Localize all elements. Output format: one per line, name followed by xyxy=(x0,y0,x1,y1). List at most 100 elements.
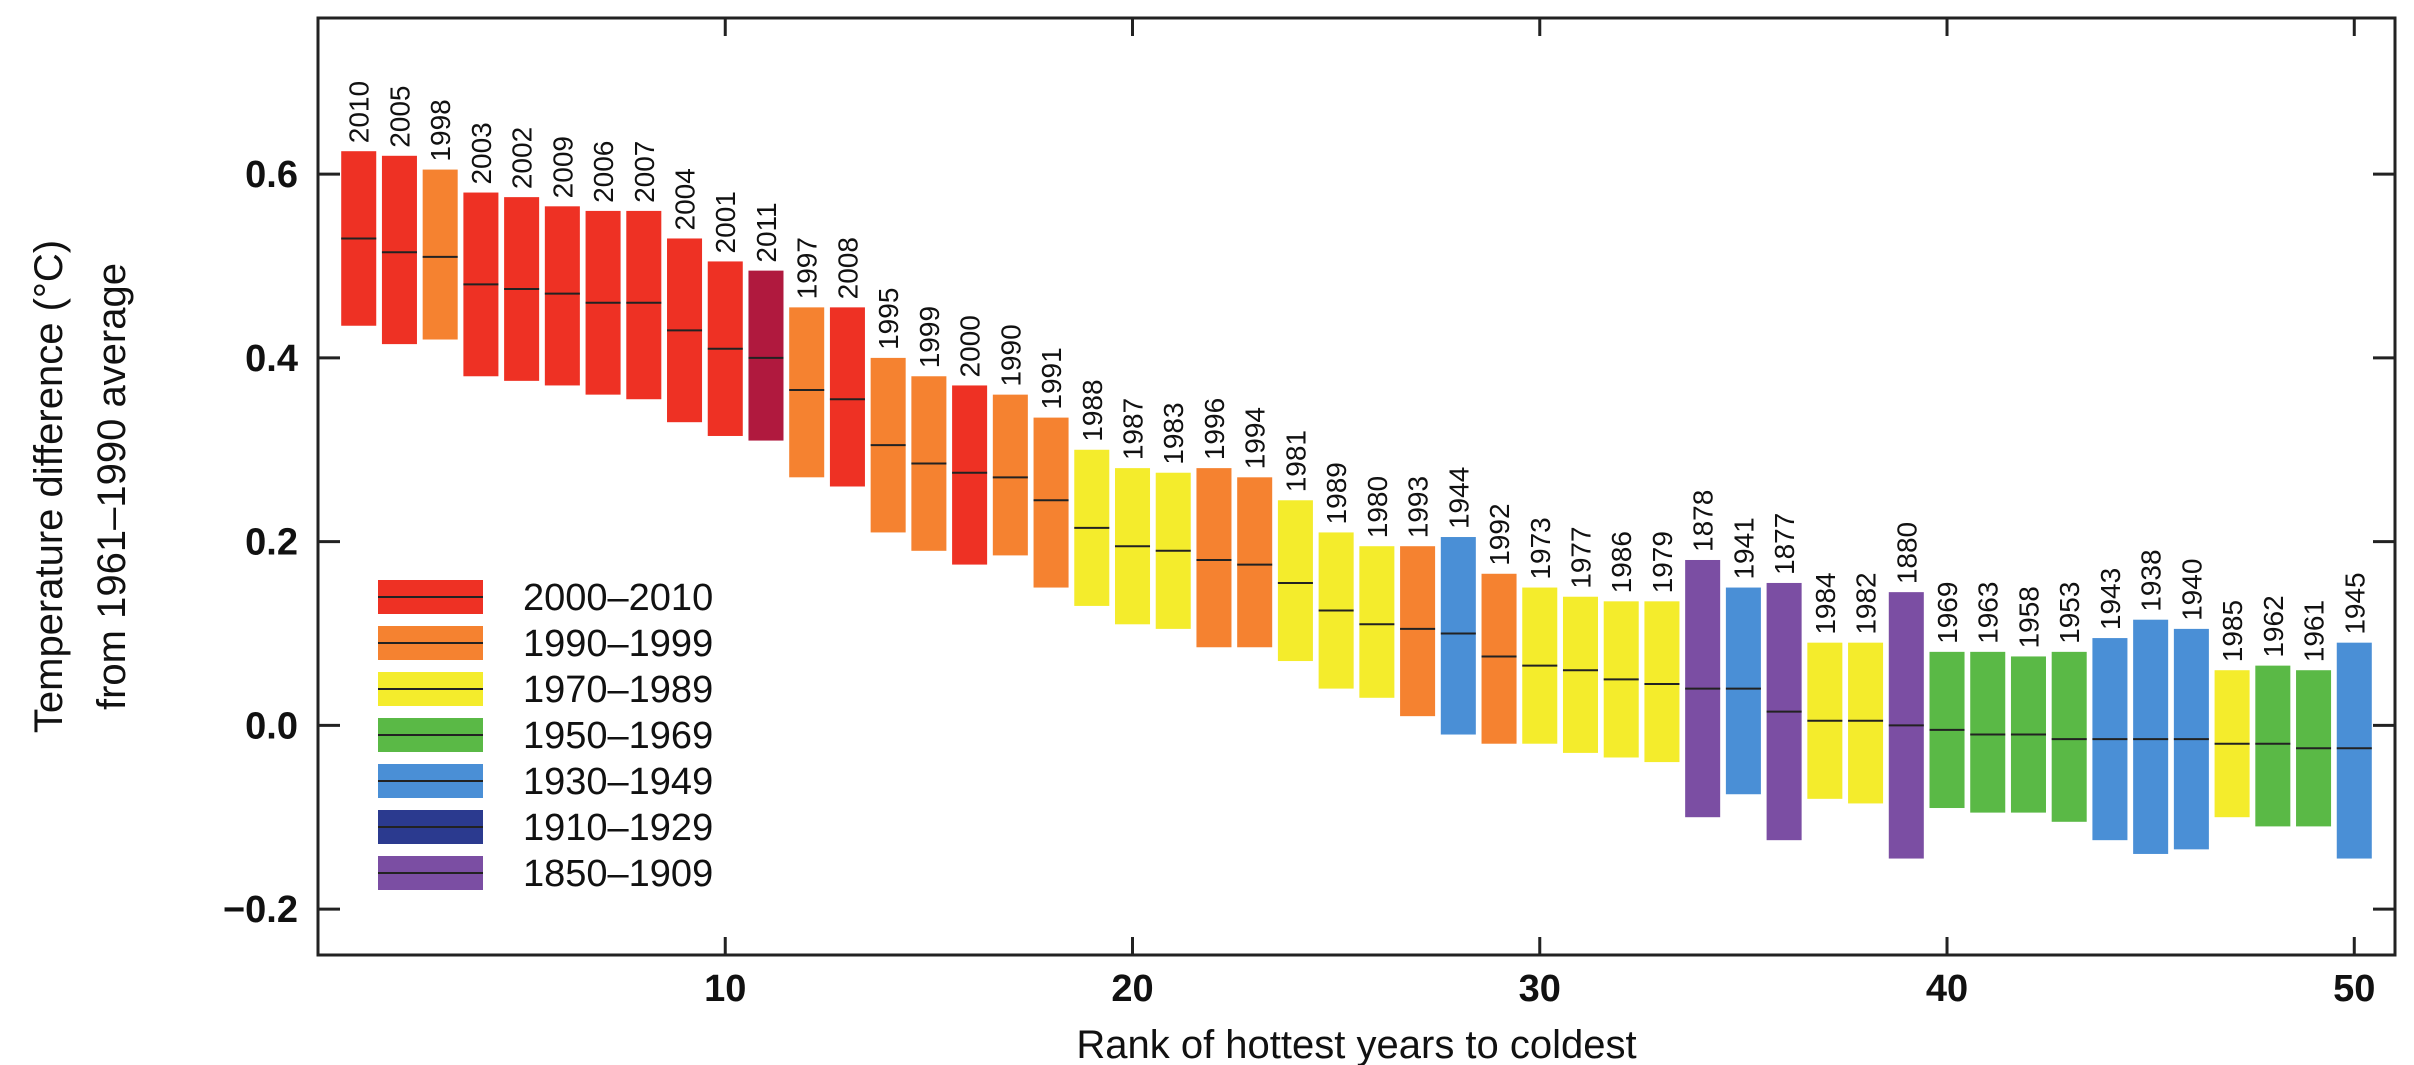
bar-1963 xyxy=(1970,651,2006,813)
year-label-1991: 1991 xyxy=(1036,347,1067,409)
bar-1992 xyxy=(1481,573,1517,744)
year-label-1962: 1962 xyxy=(2258,595,2289,657)
bar-1979 xyxy=(1644,601,1680,763)
bar-2005 xyxy=(381,155,417,345)
year-label-1982: 1982 xyxy=(1851,572,1882,634)
bar-2007 xyxy=(626,210,662,400)
bar-1998 xyxy=(422,169,458,340)
year-label-1992: 1992 xyxy=(1484,503,1515,565)
bar-1997 xyxy=(789,307,825,478)
legend-label: 2000–2010 xyxy=(523,577,713,619)
year-label-1938: 1938 xyxy=(2136,549,2167,611)
legend-label: 1910–1929 xyxy=(523,807,713,849)
year-label-1984: 1984 xyxy=(1810,572,1841,634)
bar-1980 xyxy=(1359,546,1395,698)
year-label-1988: 1988 xyxy=(1077,379,1108,441)
y-axis-title-line2: from 1961–1990 average xyxy=(90,263,134,710)
year-label-1996: 1996 xyxy=(1199,398,1230,460)
y-tick-label: −0.2 xyxy=(223,889,298,931)
bar-1981 xyxy=(1277,500,1313,662)
year-label-1941: 1941 xyxy=(1728,517,1759,579)
year-label-2002: 2002 xyxy=(507,127,538,189)
bar-1938 xyxy=(2133,619,2169,854)
year-label-1999: 1999 xyxy=(914,306,945,368)
year-label-1943: 1943 xyxy=(2095,568,2126,630)
x-tick-label: 40 xyxy=(1926,968,1968,1010)
year-label-1990: 1990 xyxy=(995,324,1026,386)
year-label-1963: 1963 xyxy=(1973,582,2004,644)
bars-group xyxy=(341,151,2372,859)
bar-2011 xyxy=(748,270,784,441)
year-label-2001: 2001 xyxy=(710,191,741,253)
bar-2000 xyxy=(952,385,988,565)
legend: 2000–20101990–19991970–19891950–19691930… xyxy=(378,577,713,895)
x-tick-label: 20 xyxy=(1111,968,1153,1010)
year-label-1997: 1997 xyxy=(792,237,823,299)
year-label-1958: 1958 xyxy=(2013,586,2044,648)
bar-1982 xyxy=(1848,642,1884,804)
bar-1991 xyxy=(1033,417,1069,588)
y-tick-label: 0.6 xyxy=(245,154,298,196)
year-label-1953: 1953 xyxy=(2054,582,2085,644)
year-label-1969: 1969 xyxy=(1932,582,1963,644)
legend-label: 1850–1909 xyxy=(523,853,713,895)
plot-frame xyxy=(316,16,2397,957)
year-label-2007: 2007 xyxy=(629,141,660,203)
legend-label: 1950–1969 xyxy=(523,715,713,757)
x-axis-title: Rank of hottest years to coldest xyxy=(1076,1023,1636,1065)
y-tick-label: 0.4 xyxy=(245,338,298,380)
year-label-2004: 2004 xyxy=(670,168,701,230)
legend-label: 1970–1989 xyxy=(523,669,713,711)
x-tick-label: 50 xyxy=(2333,968,2375,1010)
year-label-1961: 1961 xyxy=(2299,600,2330,662)
y-tick-label: 0.2 xyxy=(245,522,298,564)
year-label-1993: 1993 xyxy=(1403,476,1434,538)
year-label-1877: 1877 xyxy=(1769,513,1800,575)
year-label-1981: 1981 xyxy=(1280,430,1311,492)
bar-1945 xyxy=(2336,642,2372,859)
year-label-2011: 2011 xyxy=(751,202,782,262)
year-label-2000: 2000 xyxy=(955,315,986,377)
year-label-1977: 1977 xyxy=(1565,526,1596,588)
bar-1953 xyxy=(2051,651,2087,822)
year-label-1878: 1878 xyxy=(1688,490,1719,552)
bar-2008 xyxy=(829,307,865,487)
x-tick-label: 10 xyxy=(704,968,746,1010)
year-label-1995: 1995 xyxy=(873,288,904,350)
bar-1977 xyxy=(1562,596,1599,753)
year-label-2010: 2010 xyxy=(344,81,375,143)
year-label-1985: 1985 xyxy=(2217,600,2248,662)
legend-label: 1930–1949 xyxy=(523,761,713,803)
year-labels-group: 2010 2005 1998 2003 2002 2009 2006 2007 2004 2001… xyxy=(344,81,2371,662)
legend-label: 1990–1999 xyxy=(523,623,713,665)
bar-1941 xyxy=(1725,587,1761,795)
year-label-1989: 1989 xyxy=(1321,462,1352,524)
bar-1990 xyxy=(992,394,1028,556)
year-label-1944: 1944 xyxy=(1443,467,1474,529)
bar-1993 xyxy=(1400,546,1436,717)
year-label-1998: 1998 xyxy=(425,99,456,161)
bar-2009 xyxy=(544,206,580,386)
year-label-2006: 2006 xyxy=(588,141,619,203)
bar-1996 xyxy=(1196,468,1232,648)
year-label-1987: 1987 xyxy=(1118,398,1149,460)
x-tick-label: 30 xyxy=(1519,968,1561,1010)
year-label-1880: 1880 xyxy=(1891,522,1922,584)
year-label-2008: 2008 xyxy=(832,237,863,299)
year-label-1973: 1973 xyxy=(1525,517,1556,579)
bar-1944 xyxy=(1440,537,1476,735)
y-axis-title-line1: Temperature difference (°C) xyxy=(27,240,71,733)
year-label-2005: 2005 xyxy=(384,85,415,147)
year-label-1994: 1994 xyxy=(1240,407,1271,469)
ticks-group: 10 20 30 40 50 −0.2 0.0 0.2 0.4 0.6 xyxy=(223,18,2395,1010)
year-label-2003: 2003 xyxy=(466,122,497,184)
year-label-1979: 1979 xyxy=(1647,531,1678,593)
year-label-1940: 1940 xyxy=(2176,559,2207,621)
year-label-1983: 1983 xyxy=(1158,402,1189,464)
year-label-1980: 1980 xyxy=(1362,476,1393,538)
year-label-1945: 1945 xyxy=(2339,572,2370,634)
bar-1994 xyxy=(1237,477,1273,648)
year-label-1986: 1986 xyxy=(1606,531,1637,593)
bar-1962 xyxy=(2255,665,2291,827)
